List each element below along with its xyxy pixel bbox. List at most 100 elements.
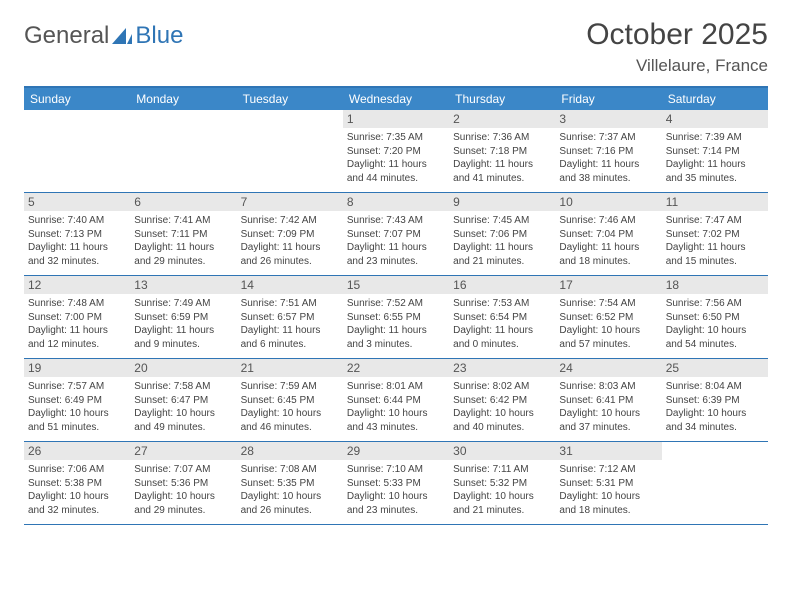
cell-line: Sunrise: 7:36 AM	[453, 131, 551, 145]
day-number: 20	[130, 359, 236, 377]
day-number: 4	[662, 110, 768, 128]
cell-line: Daylight: 10 hours	[241, 407, 339, 421]
calendar-cell: 3Sunrise: 7:37 AMSunset: 7:16 PMDaylight…	[555, 110, 661, 192]
cell-line: Sunset: 7:14 PM	[666, 145, 764, 159]
cell-line: Daylight: 11 hours	[347, 241, 445, 255]
calendar-cell: 18Sunrise: 7:56 AMSunset: 6:50 PMDayligh…	[662, 276, 768, 358]
calendar-cell: 4Sunrise: 7:39 AMSunset: 7:14 PMDaylight…	[662, 110, 768, 192]
calendar-cell: 27Sunrise: 7:07 AMSunset: 5:36 PMDayligh…	[130, 442, 236, 524]
day-number: 10	[555, 193, 661, 211]
cell-line: Daylight: 10 hours	[666, 324, 764, 338]
calendar-cell: 7Sunrise: 7:42 AMSunset: 7:09 PMDaylight…	[237, 193, 343, 275]
calendar-cell: 10 Sunrise: 7:46 AMSunset: 7:04 PMDayligh…	[555, 193, 661, 275]
day-header: Monday	[130, 88, 236, 110]
day-number: 2	[449, 110, 555, 128]
day-number: 24	[555, 359, 661, 377]
cell-line: Daylight: 10 hours	[241, 490, 339, 504]
cell-line: Sunrise: 7:46 AM	[559, 214, 657, 228]
cell-line: Sunset: 6:39 PM	[666, 394, 764, 408]
day-number: 8	[343, 193, 449, 211]
cell-line: Sunset: 5:35 PM	[241, 477, 339, 491]
calendar-cell: 26Sunrise: 7:06 AMSunset: 5:38 PMDayligh…	[24, 442, 130, 524]
cell-line: Daylight: 10 hours	[134, 407, 232, 421]
calendar-cell: 22Sunrise: 8:01 AMSunset: 6:44 PMDayligh…	[343, 359, 449, 441]
cell-line: Sunrise: 7:40 AM	[28, 214, 126, 228]
calendar-cell	[24, 110, 130, 192]
calendar-cell: 9Sunrise: 7:45 AMSunset: 7:06 PMDaylight…	[449, 193, 555, 275]
cell-line: Daylight: 10 hours	[453, 407, 551, 421]
day-header: Saturday	[662, 88, 768, 110]
page-title: October 2025	[586, 18, 768, 52]
cell-line: Sunset: 6:50 PM	[666, 311, 764, 325]
cell-line: Sunset: 6:42 PM	[453, 394, 551, 408]
cell-line: Daylight: 10 hours	[347, 407, 445, 421]
cell-line: Daylight: 10 hours	[28, 490, 126, 504]
day-header: Wednesday	[343, 88, 449, 110]
weeks-container: 1Sunrise: 7:35 AMSunset: 7:20 PMDaylight…	[24, 110, 768, 525]
calendar-week: 1Sunrise: 7:35 AMSunset: 7:20 PMDaylight…	[24, 110, 768, 193]
cell-line: Daylight: 11 hours	[241, 324, 339, 338]
cell-line: and 38 minutes.	[559, 172, 657, 186]
cell-line: and 3 minutes.	[347, 338, 445, 352]
cell-line: Daylight: 11 hours	[559, 241, 657, 255]
cell-line: and 18 minutes.	[559, 504, 657, 518]
cell-line: Sunrise: 7:51 AM	[241, 297, 339, 311]
day-number: 14	[237, 276, 343, 294]
cell-line: Daylight: 10 hours	[559, 490, 657, 504]
cell-line: and 6 minutes.	[241, 338, 339, 352]
cell-line: Sunrise: 7:35 AM	[347, 131, 445, 145]
cell-line: Daylight: 11 hours	[134, 324, 232, 338]
day-number: 7	[237, 193, 343, 211]
cell-line: Sunrise: 7:10 AM	[347, 463, 445, 477]
calendar-cell: 1Sunrise: 7:35 AMSunset: 7:20 PMDaylight…	[343, 110, 449, 192]
day-number: 22	[343, 359, 449, 377]
calendar: Sunday Monday Tuesday Wednesday Thursday…	[24, 86, 768, 525]
cell-line: Sunrise: 7:48 AM	[28, 297, 126, 311]
cell-line: Daylight: 11 hours	[453, 158, 551, 172]
cell-line: Sunrise: 7:12 AM	[559, 463, 657, 477]
calendar-cell: 19Sunrise: 7:57 AMSunset: 6:49 PMDayligh…	[24, 359, 130, 441]
calendar-week: 26Sunrise: 7:06 AMSunset: 5:38 PMDayligh…	[24, 442, 768, 525]
day-number: 30	[449, 442, 555, 460]
calendar-cell: 5Sunrise: 7:40 AMSunset: 7:13 PMDaylight…	[24, 193, 130, 275]
cell-line: Daylight: 11 hours	[241, 241, 339, 255]
day-number: 16	[449, 276, 555, 294]
cell-line: and 32 minutes.	[28, 255, 126, 269]
cell-line: Daylight: 10 hours	[453, 490, 551, 504]
cell-line: and 23 minutes.	[347, 504, 445, 518]
cell-line: Daylight: 11 hours	[347, 158, 445, 172]
cell-line: Daylight: 10 hours	[28, 407, 126, 421]
calendar-cell: 6Sunrise: 7:41 AMSunset: 7:11 PMDaylight…	[130, 193, 236, 275]
cell-line: Sunset: 7:13 PM	[28, 228, 126, 242]
cell-line: and 12 minutes.	[28, 338, 126, 352]
cell-line: Sunset: 7:00 PM	[28, 311, 126, 325]
day-header: Sunday	[24, 88, 130, 110]
cell-line: Sunset: 6:47 PM	[134, 394, 232, 408]
cell-line: and 34 minutes.	[666, 421, 764, 435]
cell-line: Sunrise: 7:52 AM	[347, 297, 445, 311]
cell-line: Sunset: 6:57 PM	[241, 311, 339, 325]
day-number: 13	[130, 276, 236, 294]
cell-line: Sunset: 5:33 PM	[347, 477, 445, 491]
cell-line: Sunrise: 7:59 AM	[241, 380, 339, 394]
cell-line: and 18 minutes.	[559, 255, 657, 269]
day-number: 3	[555, 110, 661, 128]
cell-line: Daylight: 11 hours	[453, 241, 551, 255]
cell-line: Sunrise: 7:58 AM	[134, 380, 232, 394]
cell-line: Sunset: 6:59 PM	[134, 311, 232, 325]
cell-line: and 35 minutes.	[666, 172, 764, 186]
cell-line: Sunrise: 7:37 AM	[559, 131, 657, 145]
calendar-cell: 13Sunrise: 7:49 AMSunset: 6:59 PMDayligh…	[130, 276, 236, 358]
calendar-cell	[662, 442, 768, 524]
cell-line: Sunset: 7:04 PM	[559, 228, 657, 242]
cell-line: Daylight: 11 hours	[666, 241, 764, 255]
calendar-cell: 2Sunrise: 7:36 AMSunset: 7:18 PMDaylight…	[449, 110, 555, 192]
day-number: 9	[449, 193, 555, 211]
brand-logo: General Blue	[24, 22, 183, 50]
cell-line: Sunrise: 7:53 AM	[453, 297, 551, 311]
cell-line: Sunset: 5:31 PM	[559, 477, 657, 491]
calendar-cell: 28Sunrise: 7:08 AMSunset: 5:35 PMDayligh…	[237, 442, 343, 524]
cell-line: and 21 minutes.	[453, 504, 551, 518]
day-number: 31	[555, 442, 661, 460]
calendar-cell: 24Sunrise: 8:03 AMSunset: 6:41 PMDayligh…	[555, 359, 661, 441]
